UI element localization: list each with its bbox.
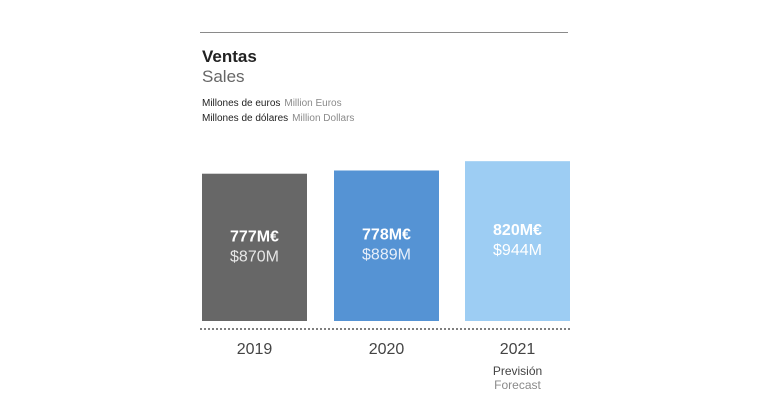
x-tick-label-2019: 2019 bbox=[237, 341, 273, 358]
category-note-en-2021: Forecast bbox=[494, 378, 541, 392]
bar-2021 bbox=[465, 161, 570, 321]
x-tick-label-2020: 2020 bbox=[369, 341, 405, 358]
unit-legend-euros: Millones de euros Million Euros bbox=[202, 98, 342, 109]
bar-label-euros-2021: 820M€ bbox=[493, 222, 542, 239]
bar-label-dollars-2021: $944M bbox=[493, 242, 542, 259]
chart-subtitle: Sales bbox=[202, 67, 245, 86]
category-note-es-2021: Previsión bbox=[493, 364, 542, 378]
unit-legend-dollars: Millones de dólares Million Dollars bbox=[202, 113, 354, 124]
bar-label-euros-2020: 778M€ bbox=[362, 227, 411, 244]
x-tick-label-2021: 2021 bbox=[500, 341, 536, 358]
bar-label-dollars-2020: $889M bbox=[362, 247, 411, 264]
unit-euros-es: Millones de euros bbox=[202, 98, 281, 109]
top-rule bbox=[200, 32, 568, 33]
chart-title: Ventas bbox=[202, 47, 257, 66]
bar-2019 bbox=[202, 173, 307, 321]
bar-label-dollars-2019: $870M bbox=[230, 248, 279, 265]
unit-dollars-en: Million Dollars bbox=[292, 113, 355, 124]
bar-label-euros-2019: 777M€ bbox=[230, 228, 279, 245]
unit-dollars-es: Millones de dólares bbox=[202, 113, 289, 124]
unit-euros-en: Million Euros bbox=[284, 98, 342, 109]
bar-2020 bbox=[334, 170, 439, 321]
